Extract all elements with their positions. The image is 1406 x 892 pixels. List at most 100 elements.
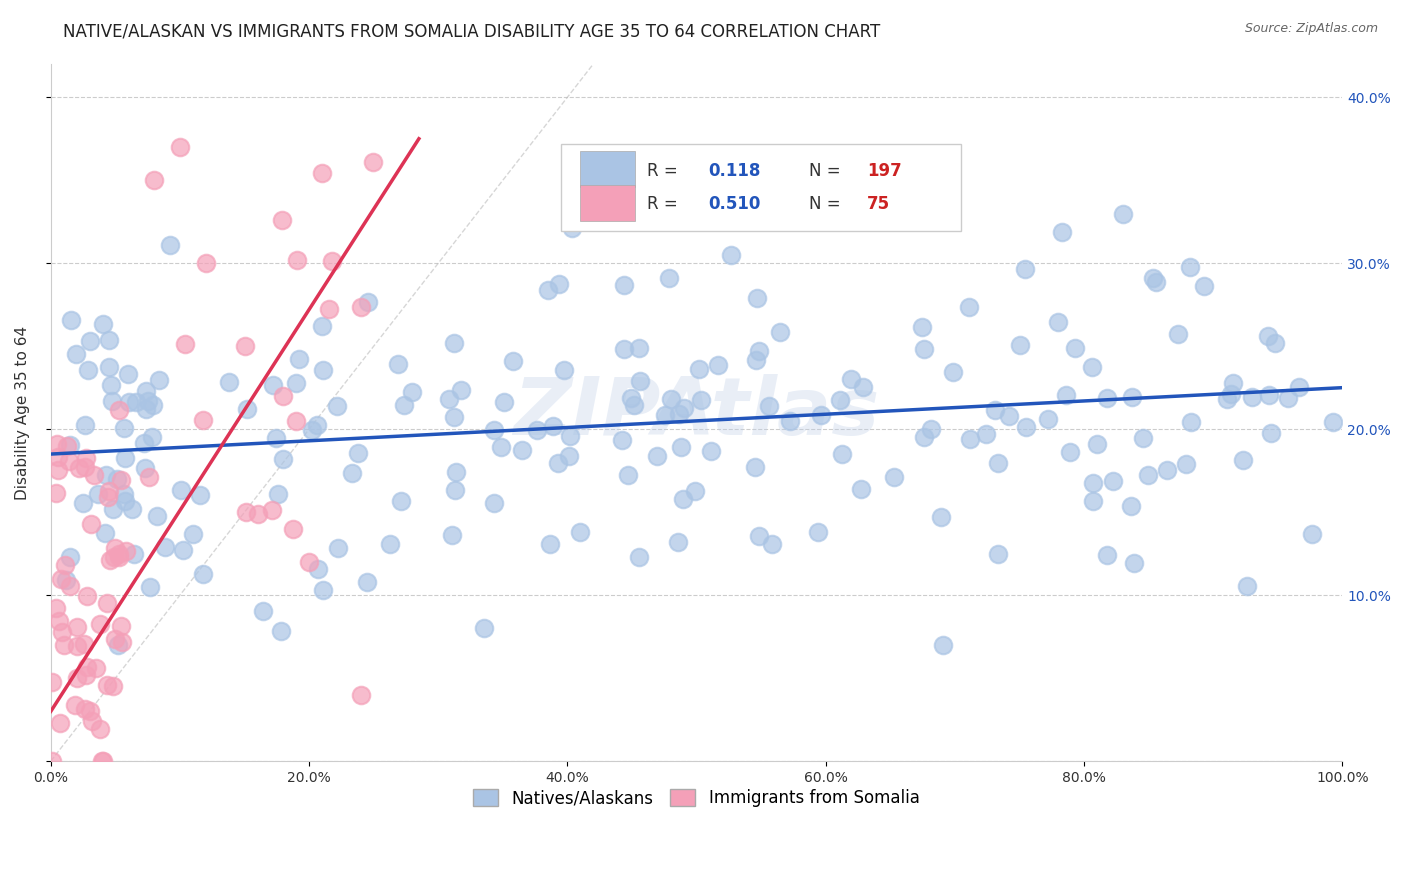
Point: [84, 661, 107, 675]
Point: [543, 418, 565, 433]
Point: [110, 474, 132, 488]
Point: [1014, 419, 1036, 434]
Point: [273, 451, 295, 466]
Point: [46, 437, 69, 451]
Point: [235, 505, 257, 519]
Point: [748, 529, 770, 543]
Point: [45, 485, 67, 500]
Point: [284, 376, 307, 390]
Point: [1095, 391, 1118, 405]
Point: [1132, 431, 1154, 445]
Point: [389, 494, 412, 508]
Point: [340, 466, 363, 480]
Point: [103, 549, 125, 564]
FancyBboxPatch shape: [561, 145, 962, 231]
Point: [443, 483, 465, 497]
Point: [779, 414, 801, 428]
Point: [831, 447, 853, 461]
Point: [53, 558, 76, 573]
FancyBboxPatch shape: [581, 185, 634, 221]
Point: [193, 413, 215, 427]
Point: [1258, 388, 1281, 402]
Text: NATIVE/ALASKAN VS IMMIGRANTS FROM SOMALIA DISABILITY AGE 35 TO 64 CORRELATION CH: NATIVE/ALASKAN VS IMMIGRANTS FROM SOMALI…: [63, 22, 880, 40]
Point: [1232, 452, 1254, 467]
Point: [987, 456, 1010, 470]
Point: [1260, 425, 1282, 440]
Point: [1219, 387, 1241, 401]
Point: [98, 483, 121, 498]
Point: [100, 378, 122, 392]
Point: [744, 459, 766, 474]
Point: [1216, 392, 1239, 407]
Point: [761, 537, 783, 551]
Point: [311, 166, 333, 180]
Point: [77, 363, 100, 377]
Point: [997, 409, 1019, 424]
Point: [380, 537, 402, 551]
Point: [89, 617, 111, 632]
Point: [218, 375, 240, 389]
Point: [1081, 476, 1104, 491]
Point: [307, 562, 329, 576]
Point: [145, 508, 167, 523]
Point: [59, 579, 82, 593]
Point: [288, 352, 311, 367]
Point: [1301, 527, 1323, 541]
Point: [41, 754, 63, 768]
Point: [76, 590, 98, 604]
Point: [138, 469, 160, 483]
Point: [321, 254, 343, 268]
Point: [271, 389, 294, 403]
Point: [59, 312, 82, 326]
Point: [440, 528, 463, 542]
Point: [668, 407, 690, 421]
Text: 0.118: 0.118: [709, 161, 761, 179]
Point: [155, 540, 177, 554]
Point: [745, 291, 768, 305]
Point: [1047, 315, 1070, 329]
Point: [912, 430, 935, 444]
Point: [502, 354, 524, 368]
Point: [107, 638, 129, 652]
Point: [312, 363, 335, 377]
Point: [108, 403, 131, 417]
Point: [1264, 335, 1286, 350]
Point: [613, 342, 636, 356]
Point: [174, 337, 197, 351]
Point: [1038, 412, 1060, 426]
Point: [48, 716, 70, 731]
Point: [58, 454, 80, 468]
Point: [666, 535, 689, 549]
Point: [959, 300, 981, 314]
Point: [1054, 387, 1077, 401]
Point: [387, 357, 409, 371]
Point: [110, 618, 132, 632]
Point: [112, 421, 135, 435]
Y-axis label: Disability Age 35 to 64: Disability Age 35 to 64: [15, 326, 30, 500]
Point: [285, 252, 308, 267]
Point: [1142, 270, 1164, 285]
FancyBboxPatch shape: [581, 151, 634, 187]
Point: [121, 502, 143, 516]
Point: [267, 487, 290, 501]
Point: [526, 423, 548, 437]
Point: [52, 638, 75, 652]
Point: [1087, 436, 1109, 450]
Point: [620, 391, 643, 405]
Point: [48, 614, 70, 628]
Point: [942, 365, 965, 379]
Point: [190, 488, 212, 502]
Point: [82, 714, 104, 729]
Point: [617, 467, 640, 482]
Point: [568, 525, 591, 540]
Point: [444, 465, 467, 479]
Point: [1277, 391, 1299, 405]
Point: [136, 394, 159, 409]
Point: [75, 460, 97, 475]
Point: [610, 433, 633, 447]
Text: R =: R =: [648, 161, 683, 179]
Point: [1121, 499, 1143, 513]
Point: [911, 320, 934, 334]
Point: [194, 256, 217, 270]
Point: [66, 620, 89, 634]
